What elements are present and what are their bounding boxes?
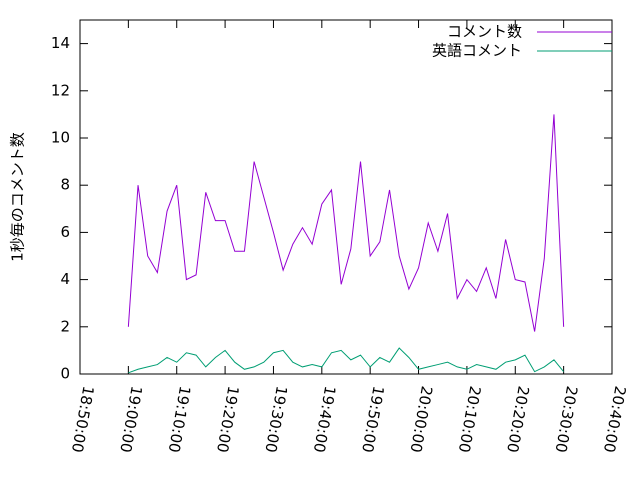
x-tick-label: 19:20:00	[213, 385, 242, 454]
x-tick-label: 19:40:00	[310, 385, 339, 454]
y-tick-label: 0	[60, 365, 70, 383]
legend-label: 英語コメント	[432, 42, 522, 60]
series-line	[128, 347, 565, 374]
x-tick-label: 19:50:00	[358, 385, 387, 454]
x-tick-label: 19:10:00	[165, 385, 194, 454]
y-tick-label: 14	[51, 34, 70, 52]
y-tick-label: 4	[60, 270, 70, 288]
x-tick-label: 20:40:00	[600, 385, 629, 454]
x-tick-label: 19:30:00	[261, 385, 290, 454]
x-tick-label: 20:20:00	[503, 385, 532, 454]
x-tick-label: 20:00:00	[406, 385, 435, 454]
plot-border	[79, 19, 613, 375]
y-tick-label: 2	[60, 317, 70, 335]
y-tick-label: 10	[51, 129, 70, 147]
x-tick-label: 20:10:00	[455, 385, 484, 454]
y-tick-label: 12	[51, 81, 70, 99]
x-tick-label: 20:30:00	[552, 385, 581, 454]
x-tick-label: 18:50:00	[68, 385, 97, 454]
series-line	[127, 114, 565, 332]
legend-label: コメント数	[447, 23, 522, 41]
y-tick-label: 8	[60, 176, 70, 194]
y-tick-label: 6	[60, 223, 70, 241]
x-tick-label: 19:00:00	[116, 385, 145, 454]
y-axis-label: 1秒毎のコメント数	[9, 132, 27, 262]
